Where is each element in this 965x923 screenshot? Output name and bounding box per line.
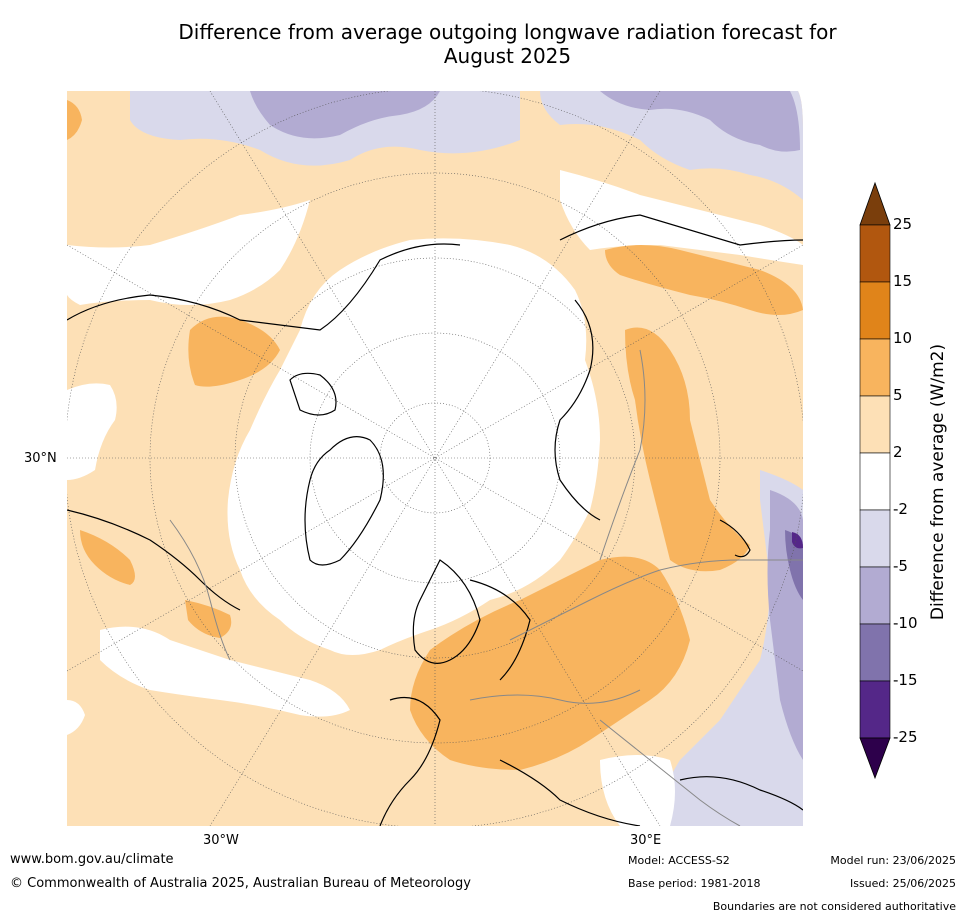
- colorbar-segment: [859, 566, 891, 625]
- graticule: [67, 91, 803, 826]
- colorbar-tick-label: -5: [893, 557, 908, 575]
- coastlines: [67, 214, 803, 826]
- neutral-region-south-east: [600, 755, 675, 826]
- colorbar-tick-label: -15: [893, 671, 918, 689]
- base-period: Base period: 1981-2018: [628, 877, 761, 890]
- colorbar-tick-label: -25: [893, 728, 918, 746]
- colorbar-segment: [859, 395, 891, 454]
- boundaries-disclaimer: Boundaries are not considered authoritat…: [712, 900, 956, 913]
- neutral-region-atlantic-south: [100, 626, 350, 717]
- colorbar: [859, 181, 891, 780]
- colorbar-tick-label: -2: [893, 500, 908, 518]
- colorbar-segment: [859, 281, 891, 340]
- map-field: [67, 91, 803, 826]
- arctic-neutral-region: [227, 238, 600, 656]
- colorbar-tick-label: 10: [893, 329, 913, 347]
- colorbar-segment: [859, 338, 891, 397]
- anomaly-5-to-10-atlantic-small: [185, 600, 232, 638]
- colorbar-title-text: Difference from average (W/m2): [928, 343, 948, 621]
- colorbar-tick-label: -10: [893, 614, 918, 632]
- longitude-label-30e: 30°E: [630, 833, 662, 848]
- model-name: Model: ACCESS-S2: [628, 854, 730, 867]
- model-run: Model run: 23/06/2025: [830, 854, 956, 867]
- website-link[interactable]: www.bom.gov.au/climate: [10, 852, 174, 867]
- colorbar-segment: [859, 509, 891, 568]
- chart-title: Difference from average outgoing longwav…: [60, 20, 955, 68]
- latitude-label-30n: 30°N: [24, 451, 57, 466]
- anomaly-minus5-to-minus2-east: [660, 470, 803, 826]
- anomaly-5-to-10-nw-corner: [67, 100, 82, 140]
- colorbar-segment: [859, 680, 891, 739]
- anomaly-5-to-10-west-coast: [80, 530, 135, 585]
- anomaly-5-to-10-europe: [410, 556, 690, 770]
- neutral-region-north-atlantic: [67, 200, 310, 305]
- colorbar-tick-label: 2: [893, 443, 903, 461]
- anomaly-5-to-10-siberia: [605, 245, 803, 315]
- neutral-region-west-edge: [67, 383, 117, 480]
- colorbar-segment: [859, 224, 891, 283]
- longitude-label-30w: 30°W: [203, 833, 239, 848]
- colorbar-segment: [859, 623, 891, 682]
- anomaly-5-to-10-greenland-west: [188, 316, 280, 387]
- copyright-text: © Commonwealth of Australia 2025, Austra…: [10, 876, 471, 891]
- colorbar-tick-label: 25: [893, 215, 913, 233]
- country-borders: [169, 349, 803, 826]
- anomaly-5-to-10-central-asia: [625, 327, 750, 572]
- colorbar-extend-bottom: [859, 737, 891, 780]
- neutral-region-sw-edge: [67, 700, 85, 735]
- colorbar-tick-label: 15: [893, 272, 913, 290]
- chart-title-line-1: Difference from average outgoing longwav…: [178, 20, 837, 44]
- neutral-region-siberia-north: [560, 170, 803, 265]
- colorbar-tick-label: 5: [893, 386, 903, 404]
- colorbar-extend-top: [859, 181, 891, 226]
- issued-date: Issued: 25/06/2025: [849, 877, 956, 890]
- anomaly-minus10-to-minus5-region-northeast: [600, 91, 800, 152]
- colorbar-segment: [859, 452, 891, 511]
- anomaly-minus10-to-minus5-region-north: [250, 91, 440, 139]
- chart-title-line-2: August 2025: [443, 44, 572, 68]
